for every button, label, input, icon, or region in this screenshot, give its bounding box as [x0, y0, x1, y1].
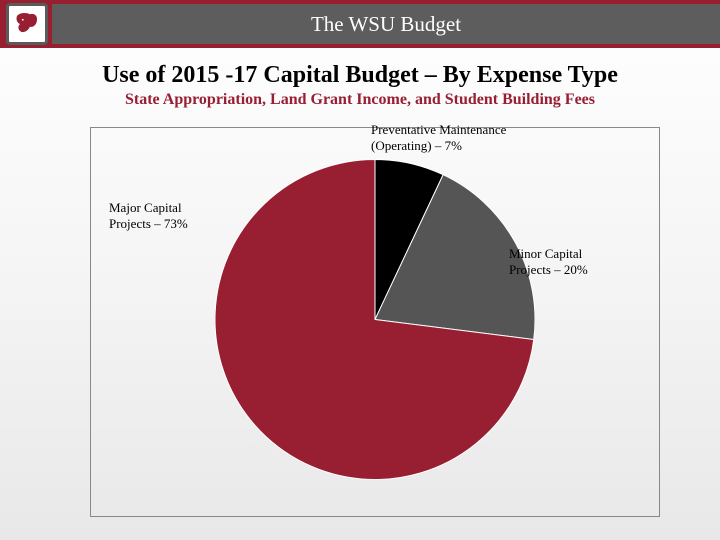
header-title-bar: The WSU Budget	[52, 4, 720, 44]
page-title: Use of 2015 -17 Capital Budget – By Expe…	[0, 62, 720, 89]
header-title: The WSU Budget	[311, 12, 461, 37]
page-subtitle: State Appropriation, Land Grant Income, …	[0, 91, 720, 109]
pie-svg	[215, 160, 535, 480]
wsu-logo	[6, 3, 48, 45]
slice-label-minor: Minor Capital Projects – 20%	[509, 246, 588, 279]
slice-label-major: Major Capital Projects – 73%	[109, 200, 188, 233]
header-bar: The WSU Budget	[0, 0, 720, 48]
slice-label-preventative: Preventative Maintenance (Operating) – 7…	[371, 122, 506, 155]
pie-chart-container: Preventative Maintenance (Operating) – 7…	[90, 127, 660, 517]
pie-chart	[215, 160, 535, 485]
cougar-icon	[13, 10, 41, 38]
